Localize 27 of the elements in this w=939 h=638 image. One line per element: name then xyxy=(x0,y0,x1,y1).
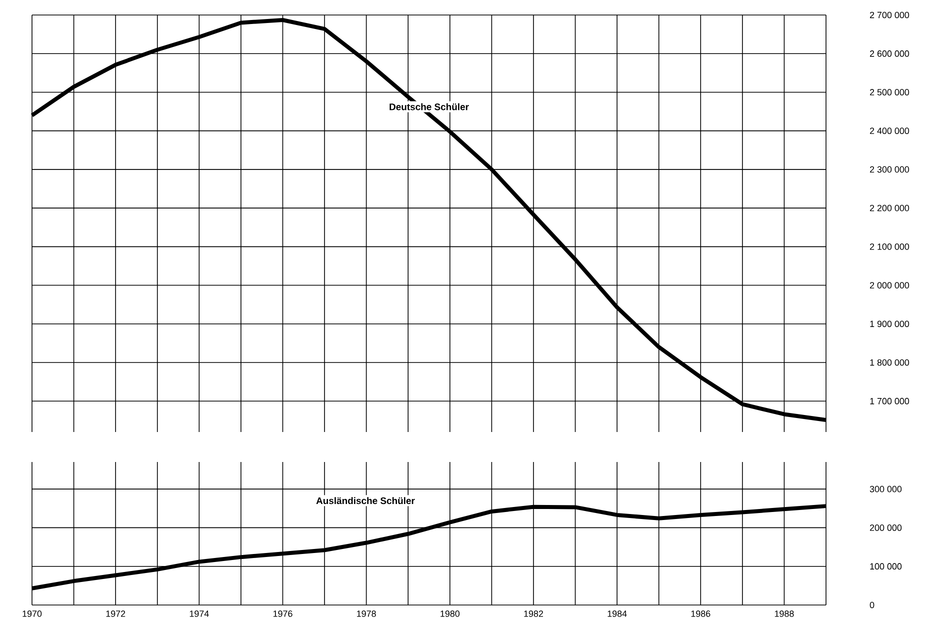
text: Ausländische Schüler xyxy=(316,497,415,504)
y-tick-label: 2 700 000 xyxy=(870,12,910,18)
y-tick-label: 2 200 000 xyxy=(870,204,910,212)
x-tick-label: 1986 xyxy=(691,610,710,617)
y-tick-label: 1 800 000 xyxy=(870,359,910,366)
y-tick-label: 1 700 000 xyxy=(870,398,910,404)
x-tick-label: 1988 xyxy=(774,610,794,617)
x-tick-label: 1982 xyxy=(524,610,543,617)
y-tick-label: 2 600 000 xyxy=(870,50,910,57)
y-tick-label: 2 300 000 xyxy=(870,166,910,173)
y-tick-label: 2 500 000 xyxy=(870,89,910,96)
y-tick-label: 2 400 000 xyxy=(870,128,910,134)
x-tick-label: 1980 xyxy=(440,610,460,617)
x-tick-label: 1976 xyxy=(273,610,292,617)
x-tick-label: 1970 xyxy=(22,610,42,617)
series-label: Deutsche Schüler xyxy=(390,103,469,110)
y-tick-label: 0 xyxy=(870,602,874,608)
y-tick-label: 200 000 xyxy=(870,524,902,531)
y-tick-label: 1 900 000 xyxy=(870,320,910,328)
y-tick-label: 100 000 xyxy=(870,563,902,570)
y-tick-label: 300 000 xyxy=(870,486,902,492)
x-tick-label: 1972 xyxy=(106,610,126,617)
x-tick-label: 1974 xyxy=(190,610,209,617)
x-tick-label: 1978 xyxy=(357,610,376,617)
y-tick-label: 2 000 000 xyxy=(870,282,910,288)
x-tick-label: 1984 xyxy=(608,610,627,617)
y-tick-label: 2 100 000 xyxy=(870,243,910,250)
